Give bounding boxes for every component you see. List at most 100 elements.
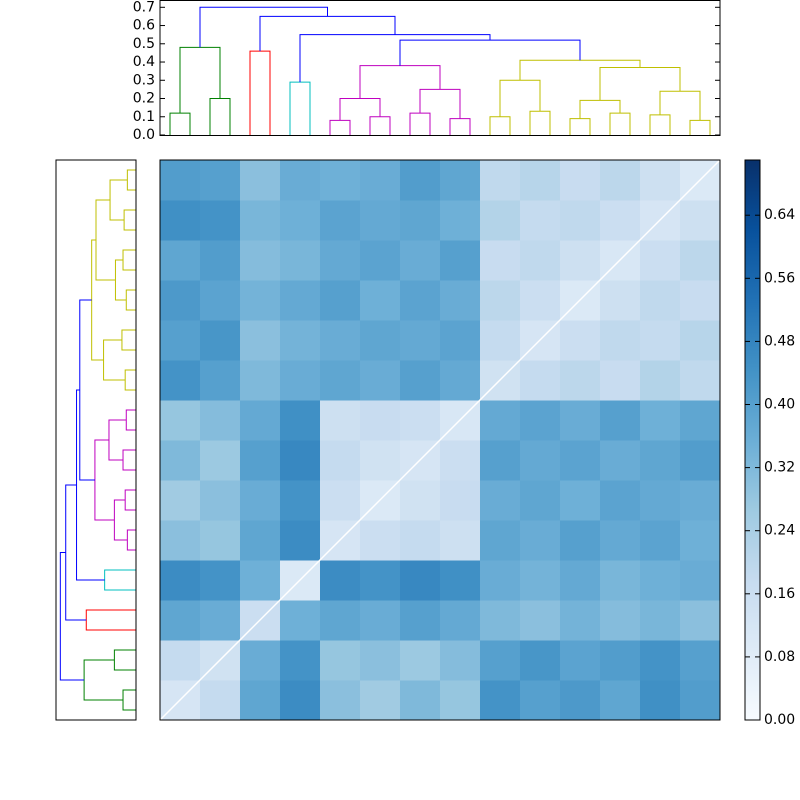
heatmap (160, 160, 721, 721)
heatmap-cell (400, 240, 441, 281)
heatmap-cell (320, 280, 361, 321)
heatmap-cell (480, 240, 521, 281)
colorbar-tick-label: 0.16 (764, 586, 795, 602)
dendrogram-link (259, 15, 396, 52)
dendrogram-link (114, 259, 127, 301)
heatmap-cell (440, 240, 481, 281)
top-dendrogram-frame (159, 0, 721, 136)
heatmap-cell (680, 640, 721, 681)
heatmap-cell (320, 640, 361, 681)
heatmap-cell (600, 360, 641, 401)
heatmap-cell (160, 560, 201, 601)
heatmap-cell (600, 520, 641, 561)
heatmap-cell (480, 560, 521, 601)
heatmap-cell (160, 240, 201, 281)
heatmap-cell (160, 440, 201, 481)
heatmap-cell (600, 200, 641, 241)
heatmap-cell (200, 680, 241, 721)
heatmap-cell (240, 440, 281, 481)
heatmap-cell (560, 440, 601, 481)
dendrogram-link (83, 659, 124, 701)
heatmap-cell (360, 240, 401, 281)
heatmap-cell (480, 400, 521, 441)
heatmap-cell (560, 160, 601, 201)
y-tick-label: 0.1 (133, 109, 155, 125)
heatmap-cell (640, 400, 681, 441)
dendrogram-link (649, 114, 671, 135)
heatmap-cell (200, 520, 241, 561)
heatmap-cell (440, 200, 481, 241)
dendrogram-link (122, 449, 136, 471)
heatmap-cell (280, 440, 321, 481)
heatmap-cell (360, 400, 401, 441)
heatmap-cell (360, 520, 401, 561)
heatmap-cell (480, 200, 521, 241)
heatmap-cell (480, 440, 521, 481)
heatmap-cell (560, 240, 601, 281)
heatmap-cell (600, 160, 641, 201)
heatmap-cell (280, 240, 321, 281)
heatmap-cell (400, 680, 441, 721)
left-dendrogram-frame (55, 159, 137, 721)
dendrogram-link (529, 110, 551, 135)
heatmap-cell (320, 400, 361, 441)
heatmap-cell (680, 440, 721, 481)
colorbar-tick-label: 0.32 (764, 460, 795, 476)
heatmap-cell (440, 280, 481, 321)
heatmap-cell (560, 320, 601, 361)
heatmap-cell (240, 200, 281, 241)
heatmap-cell (320, 480, 361, 521)
y-tick-label: 0.7 (133, 0, 155, 15)
heatmap-cell (560, 600, 601, 641)
heatmap-cell (520, 360, 561, 401)
heatmap-cell (560, 200, 601, 241)
heatmap-cell (400, 360, 441, 401)
heatmap-cell (480, 680, 521, 721)
heatmap-cell (200, 240, 241, 281)
dendrogram-link (599, 67, 681, 101)
heatmap-cell (400, 480, 441, 521)
heatmap-cell (320, 360, 361, 401)
heatmap-cell (240, 400, 281, 441)
colorbar (744, 159, 761, 721)
dendrogram-link (85, 609, 136, 631)
heatmap-cell (600, 280, 641, 321)
colorbar-tick-label: 0.24 (764, 523, 795, 539)
heatmap-cell (640, 360, 681, 401)
heatmap-cell (680, 320, 721, 361)
heatmap-cell (400, 320, 441, 361)
heatmap-cell (600, 680, 641, 721)
dendrogram-link (103, 339, 126, 381)
heatmap-cell (440, 440, 481, 481)
heatmap-cell (280, 480, 321, 521)
dendrogram-link (95, 199, 116, 281)
heatmap-cell (320, 240, 361, 281)
heatmap-cell (560, 640, 601, 681)
heatmap-cell (400, 560, 441, 601)
heatmap-cell (560, 480, 601, 521)
diagonal (159, 159, 721, 721)
colorbar-tick-label: 0.64 (764, 207, 795, 223)
heatmap-cell (280, 280, 321, 321)
dendrogram-link (125, 409, 136, 431)
dendrogram-link (76, 389, 105, 581)
heatmap-cell (280, 360, 321, 401)
heatmap-cell (600, 480, 641, 521)
heatmap-cell (240, 560, 281, 601)
heatmap-cell (440, 520, 481, 561)
heatmap-cell (520, 200, 561, 241)
heatmap-cell (520, 480, 561, 521)
colorbar-tick-label: 0.48 (764, 333, 795, 349)
dendrogram-link (209, 98, 231, 135)
heatmap-cell (360, 200, 401, 241)
heatmap-cell (320, 600, 361, 641)
heatmap-cell (440, 360, 481, 401)
heatmap-cell (560, 400, 601, 441)
colorbar-tick-label: 0.08 (764, 649, 795, 665)
heatmap-cell (360, 640, 401, 681)
heatmap-cell (240, 360, 281, 401)
heatmap-cell (240, 680, 281, 721)
dendrogram-link (359, 65, 441, 99)
dendrogram-link (329, 119, 351, 135)
heatmap-cell (640, 320, 681, 361)
